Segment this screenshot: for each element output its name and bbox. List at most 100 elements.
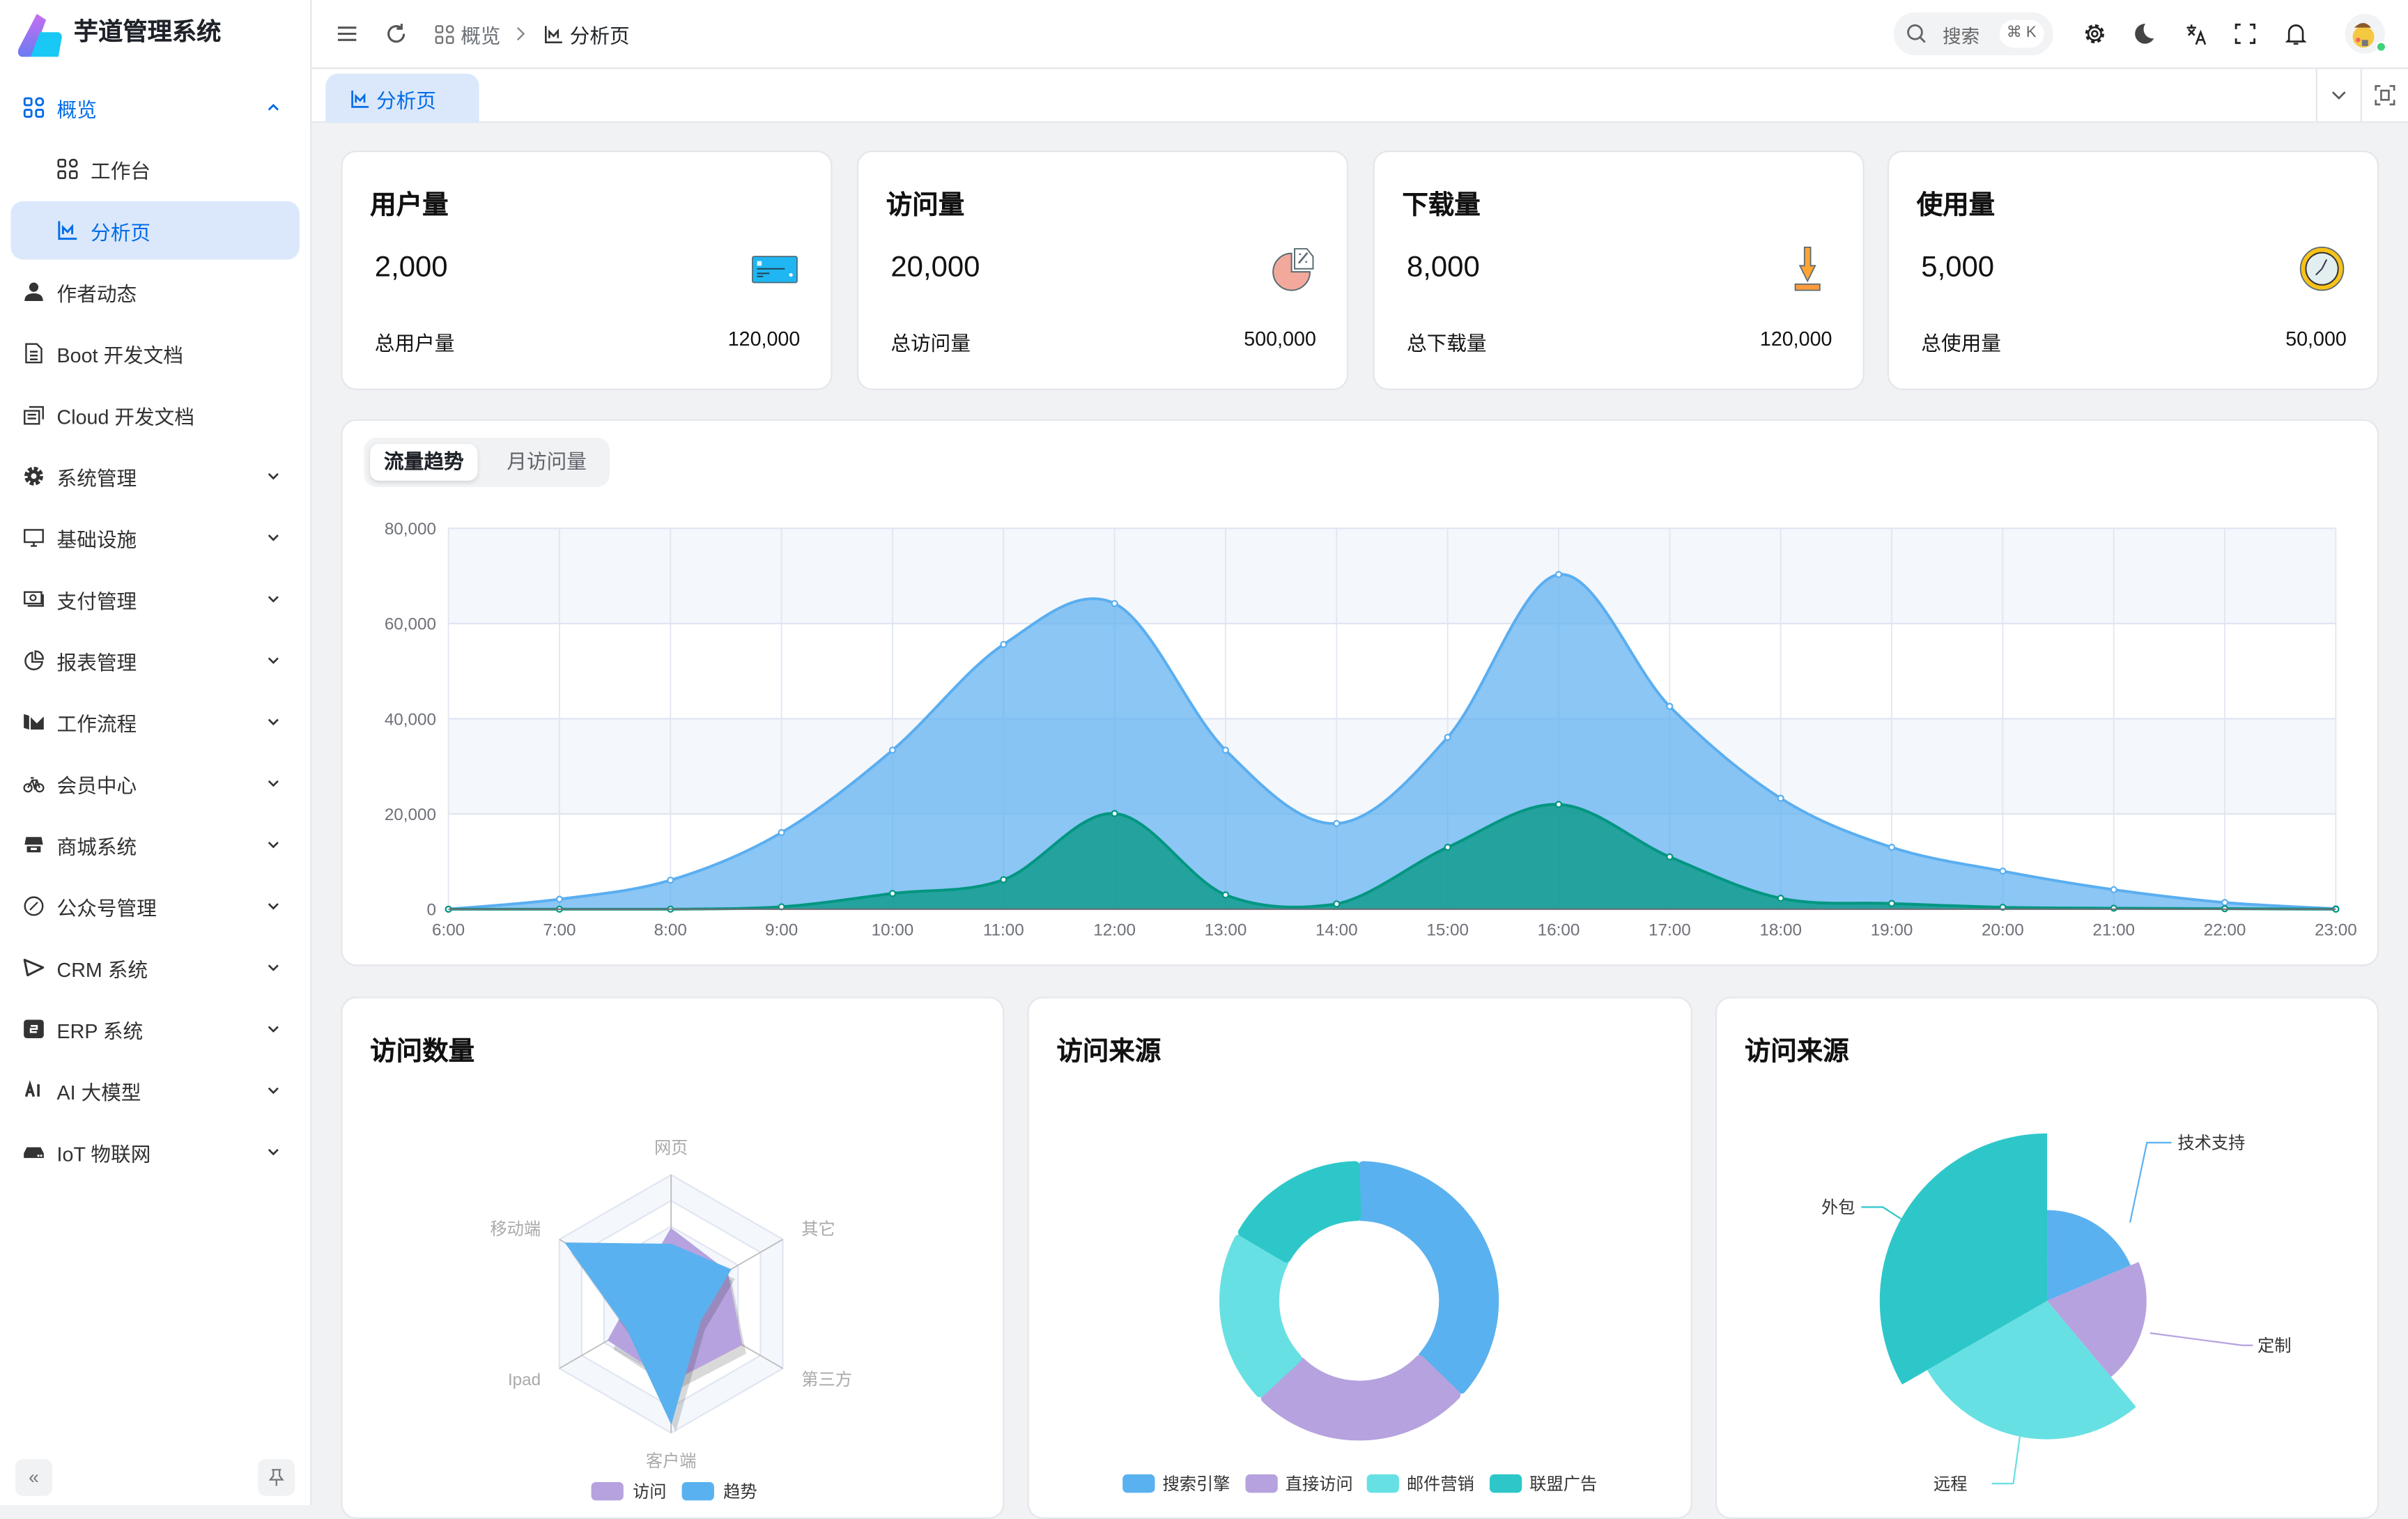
data-point [1554,801,1563,808]
radar-indicator-label: 移动端 [490,1220,541,1239]
x-tick-label: 13:00 [1205,920,1247,939]
credit-card-icon [752,256,798,284]
data-point [1333,819,1341,827]
data-point [888,890,897,897]
sidebar-item-label: 支付管理 [56,589,137,612]
avatar[interactable] [2345,13,2387,54]
line-chart-icon [58,221,77,240]
chevron-down-icon [268,842,279,849]
sidebar-item-ai[interactable]: AI 大模型 [10,1061,299,1120]
settings-icon[interactable] [2083,22,2107,46]
sidebar-item-iot[interactable]: IoT 物联网 [10,1123,299,1181]
money-icon [24,591,44,607]
x-tick-label: 18:00 [1759,920,1802,939]
slice-label: 远程 [1934,1475,1967,1494]
tabs-dropdown-chevron-icon[interactable] [2330,88,2348,103]
documents-icon [24,406,44,425]
compass-icon [24,896,44,916]
legend-swatch [1489,1474,1522,1493]
series-area [448,574,2336,909]
data-point [1000,640,1008,648]
chevron-right-icon [516,26,525,41]
divider [2315,69,2317,122]
fullscreen-icon[interactable] [2233,22,2258,46]
translate-icon[interactable] [2184,22,2208,46]
sidebar-item-workbench[interactable]: 工作台 [10,140,299,199]
card-title: 访问数量 [370,1036,475,1066]
data-point [1666,853,1674,861]
sidebar-item-overview[interactable]: 概览 [10,78,299,137]
data-point [555,895,564,903]
tab-analytics[interactable]: 分析页 [325,73,479,123]
sidebar-item-infra[interactable]: 基础设施 [10,509,299,567]
sidebar-item-label: 分析页 [91,220,151,244]
sidebar-item-label: 基础设施 [56,527,137,551]
sidebar-item-mall[interactable]: 商城系统 [10,815,299,874]
pin-sidebar-button[interactable] [258,1458,295,1496]
grid-icon [57,158,78,179]
x-tick-label: 23:00 [2315,920,2357,939]
data-point [1999,868,2007,875]
chevron-down-icon [268,657,279,664]
stat-foot-label: 总访问量 [890,332,971,355]
chevron-down-icon [268,964,279,971]
sidebar-item-mp[interactable]: 公众号管理 [10,877,299,936]
radar-indicator-label: 其它 [801,1220,835,1239]
gear-icon [24,466,43,486]
menu-toggle-icon[interactable] [334,22,359,46]
label-leader-line [2129,1141,2172,1223]
sidebar-item-cloud-docs[interactable]: Cloud 开发文档 [10,385,299,444]
sidebar-item-label: 工作台 [91,159,151,183]
sidebar-item-report[interactable]: 报表管理 [10,631,299,690]
chevron-down-icon [268,903,279,910]
dark-mode-icon[interactable] [2131,22,2156,46]
sidebar-item-workflow[interactable]: 工作流程 [10,693,299,751]
data-point [1777,895,1784,902]
legend-label: 搜索引擎 [1162,1475,1230,1494]
chevron-down-icon [268,780,279,787]
sidebar-item-system[interactable]: 系统管理 [10,447,299,505]
search-button[interactable]: 搜索 ⌘ K [1893,12,2053,56]
label-leader-line [1991,1428,2022,1485]
legend-swatch [1366,1474,1399,1493]
monitor-icon [24,529,44,547]
legend-swatch [681,1481,714,1501]
breadcrumb-analytics[interactable]: 分析页 [543,20,630,49]
sidebar-item-boot-docs[interactable]: Boot 开发文档 [10,324,299,383]
server-icon [24,1147,44,1158]
pie-icon [24,650,44,670]
chevron-down-icon [268,1026,279,1033]
sidebar-item-pay[interactable]: 支付管理 [10,570,299,629]
sidebar-item-label: 公众号管理 [56,896,157,920]
data-point [1111,810,1118,817]
data-point [1000,876,1008,884]
pin-icon [268,1469,284,1486]
y-tick-label: 0 [426,901,435,920]
avatar-pikachu-icon [2352,23,2375,48]
collapse-sidebar-button[interactable]: « [15,1458,52,1496]
data-point [1777,794,1784,802]
x-tick-label: 12:00 [1093,920,1136,939]
sidebar-item-member[interactable]: 会员中心 [10,754,299,812]
y-tick-label: 60,000 [385,615,436,634]
sidebar-item-author-news[interactable]: 作者动态 [10,263,299,321]
tab-monthly-visits[interactable]: 月访问量 [507,449,587,473]
tab-traffic-trend[interactable]: 流量趋势 [370,443,478,481]
sidebar-item-analytics[interactable]: 分析页 [10,201,300,260]
sidebar-item-label: 概览 [56,97,97,121]
radar-indicator-label: 第三方 [801,1371,852,1389]
sidebar-item-erp[interactable]: ERP 系统 [10,1000,299,1058]
stat-value: 2,000 [374,252,448,284]
refresh-icon[interactable] [384,22,408,46]
rose-slice [1879,1133,2048,1385]
sidebar-item-crm[interactable]: CRM 系统 [10,939,299,997]
maximize-content-icon[interactable] [2375,84,2396,106]
x-tick-label: 8:00 [654,920,687,939]
breadcrumb-overview[interactable]: 概览 [435,20,501,49]
x-tick-label: 15:00 [1426,920,1469,939]
sidebar-item-label: 会员中心 [56,773,137,796]
stat-value: 8,000 [1406,252,1480,284]
notification-bell-icon[interactable] [2283,22,2308,46]
